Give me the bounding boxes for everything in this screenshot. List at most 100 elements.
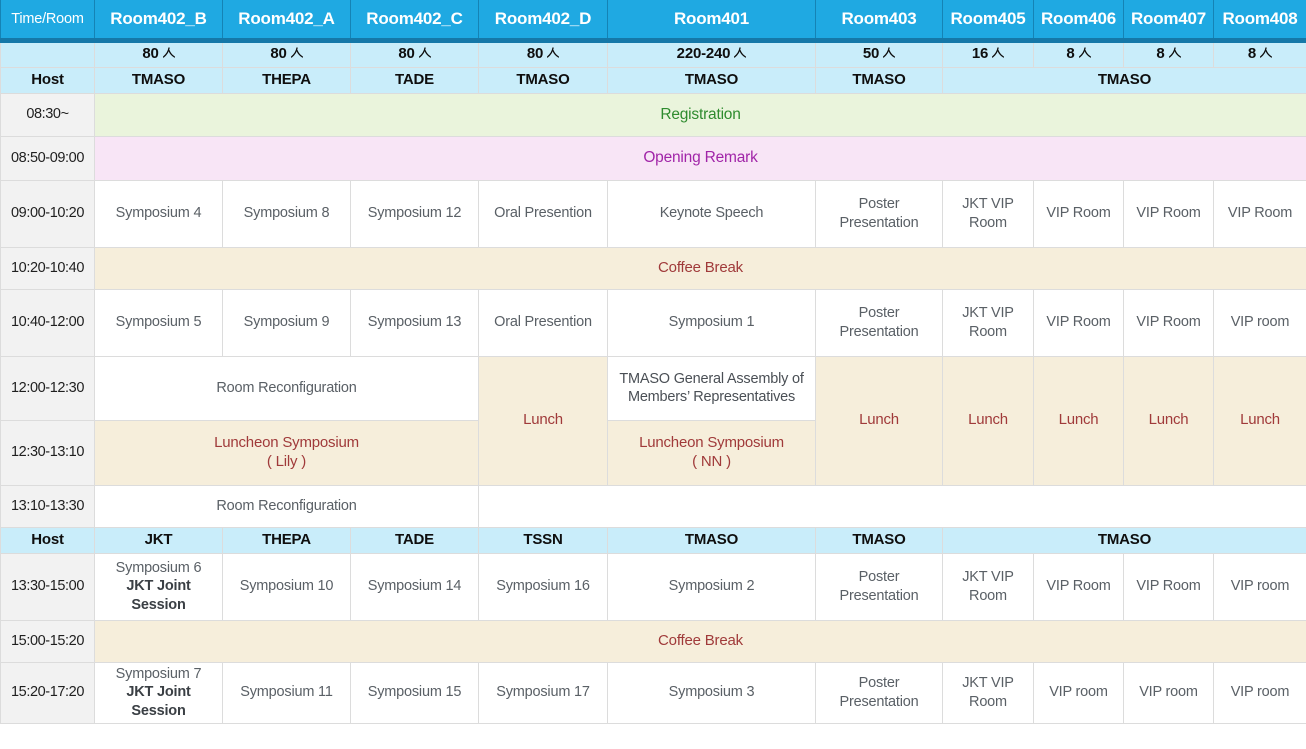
capacity-cell: 50 [815, 39, 943, 68]
host-cell: TADE [350, 526, 479, 554]
session-cell: Symposium 10 [222, 552, 351, 621]
session-cell: VIP Room [1213, 179, 1306, 248]
lunch-cell: Lunch [1213, 355, 1306, 486]
session-cell: Symposium 4 [94, 179, 223, 248]
session-cell: VIP room [1213, 552, 1306, 621]
session-cell: Poster Presentation [815, 552, 943, 621]
person-count-icon [734, 47, 747, 58]
host-row-afternoon: Host JKT THEPA TADE TSSN TMASO TMASO TMA… [0, 526, 1306, 554]
luncheon-symposium-cell: Luncheon Symposium ( Lily ) [94, 419, 479, 486]
session-cell: Keynote Speech [607, 179, 816, 248]
host-cell: TSSN [478, 526, 608, 554]
coffee-break-row-1: 10:20-10:40 Coffee Break [0, 246, 1306, 290]
session-row-1520: 15:20-17:20 Symposium 7 JKT Joint Sessio… [0, 661, 1306, 724]
lunch-cell: Lunch [478, 355, 608, 486]
session-cell: Symposium 5 [94, 288, 223, 357]
capacity-cell: 80人 [94, 39, 223, 68]
time-cell: 08:30~ [0, 92, 95, 137]
person-count-icon [418, 47, 431, 58]
session-subtitle: JKT Joint Session [126, 684, 191, 719]
room-reconfiguration-cell: Room Reconfiguration [94, 484, 479, 528]
host-row-morning: Host TMASO THEPA TADE TMASO TMASO TMASO … [0, 66, 1306, 94]
session-cell: Symposium 9 [222, 288, 351, 357]
session-row-1040: 10:40-12:00 Symposium 5 Symposium 9 Symp… [0, 288, 1306, 357]
conference-schedule-table: Time/Room Room402_B Room402_A Room402_C … [0, 0, 1306, 724]
session-row-0900: 09:00-10:20 Symposium 4 Symposium 8 Symp… [0, 179, 1306, 248]
header-room402-b: Room402_B [94, 0, 223, 43]
header-row: Time/Room Room402_B Room402_A Room402_C … [0, 0, 1306, 43]
host-cell: TMASO [815, 526, 943, 554]
session-cell: Symposium 2 [607, 552, 816, 621]
person-count-icon [546, 47, 560, 58]
capacity-cell: 8 [1123, 39, 1214, 68]
session-subtitle: JKT Joint Session [126, 578, 191, 613]
session-cell: Symposium 17 [478, 661, 608, 724]
capacity-row: 80人 80 80 80 220-240 50 16 8 8 8 [0, 39, 1306, 68]
luncheon-title: Luncheon Symposium [639, 433, 784, 451]
coffee-break-banner: Coffee Break [94, 246, 1306, 290]
header-room401: Room401 [607, 0, 816, 43]
host-cell: THEPA [222, 66, 351, 94]
session-cell: VIP room [1123, 661, 1214, 724]
luncheon-subtitle: ( Lily ) [266, 452, 307, 470]
registration-row: 08:30~ Registration [0, 92, 1306, 137]
header-room402-c: Room402_C [350, 0, 479, 43]
session-cell: VIP Room [1033, 552, 1124, 621]
time-cell: 12:00-12:30 [0, 355, 95, 421]
session-cell: VIP room [1213, 661, 1306, 724]
session-cell: Oral Presention [478, 179, 608, 248]
person-count-icon [1259, 47, 1273, 58]
host-cell: TMASO [94, 66, 223, 94]
session-title: Symposium 6 [115, 560, 202, 577]
person-count-icon [1168, 47, 1181, 58]
header-room405: Room405 [942, 0, 1034, 43]
lunch-cell: Lunch [1123, 355, 1214, 486]
capacity-cell: 220-240 [607, 39, 816, 68]
header-room407: Room407 [1123, 0, 1214, 43]
header-room406: Room406 [1033, 0, 1124, 43]
session-cell: VIP room [1213, 288, 1306, 357]
capacity-cell: 8 [1033, 39, 1124, 68]
session-cell: Symposium 6 JKT Joint Session [94, 552, 223, 621]
opening-remark-row: 08:50-09:00 Opening Remark [0, 135, 1306, 181]
coffee-break-row-2: 15:00-15:20 Coffee Break [0, 619, 1306, 663]
session-cell: VIP room [1033, 661, 1124, 724]
host-cell: TMASO [942, 526, 1306, 554]
time-cell: 13:10-13:30 [0, 484, 95, 528]
luncheon-symposium-cell: Luncheon Symposium ( NN ) [607, 419, 816, 486]
host-cell: JKT [94, 526, 223, 554]
capacity-cell: 16 [942, 39, 1034, 68]
session-cell: VIP Room [1123, 179, 1214, 248]
session-cell: JKT VIP Room [942, 661, 1034, 724]
header-room408: Room408 [1213, 0, 1306, 43]
host-cell: TADE [350, 66, 479, 94]
assembly-cell: TMASO General Assembly of Members’ Repre… [607, 355, 816, 421]
session-cell: VIP Room [1033, 288, 1124, 357]
host-cell: TMASO [607, 526, 816, 554]
host-cell: TMASO [607, 66, 816, 94]
empty-cell [478, 484, 1306, 528]
session-cell: Poster Presentation [815, 288, 943, 357]
session-cell: Poster Presentation [815, 661, 943, 724]
session-cell: VIP Room [1123, 552, 1214, 621]
session-cell: Symposium 14 [350, 552, 479, 621]
time-cell: 08:50-09:00 [0, 135, 95, 181]
person-count-icon [991, 47, 1005, 58]
session-cell: Symposium 16 [478, 552, 608, 621]
time-cell: 10:20-10:40 [0, 246, 95, 290]
session-cell: Symposium 15 [350, 661, 479, 724]
person-count-icon [162, 47, 175, 58]
host-cell: TMASO [815, 66, 943, 94]
session-cell: Symposium 3 [607, 661, 816, 724]
person-count-icon [1078, 47, 1091, 58]
person-count-icon [882, 47, 896, 58]
opening-remark-banner: Opening Remark [94, 135, 1306, 181]
session-cell: VIP Room [1123, 288, 1214, 357]
session-cell: Poster Presentation [815, 179, 943, 248]
session-cell: Symposium 8 [222, 179, 351, 248]
host-cell: TMASO [478, 66, 608, 94]
reconfiguration-row: 13:10-13:30 Room Reconfiguration [0, 484, 1306, 528]
session-title: Symposium 7 [115, 666, 202, 683]
session-cell: JKT VIP Room [942, 288, 1034, 357]
session-row-1200: 12:00-12:30 Room Reconfiguration Lunch T… [0, 355, 1306, 486]
